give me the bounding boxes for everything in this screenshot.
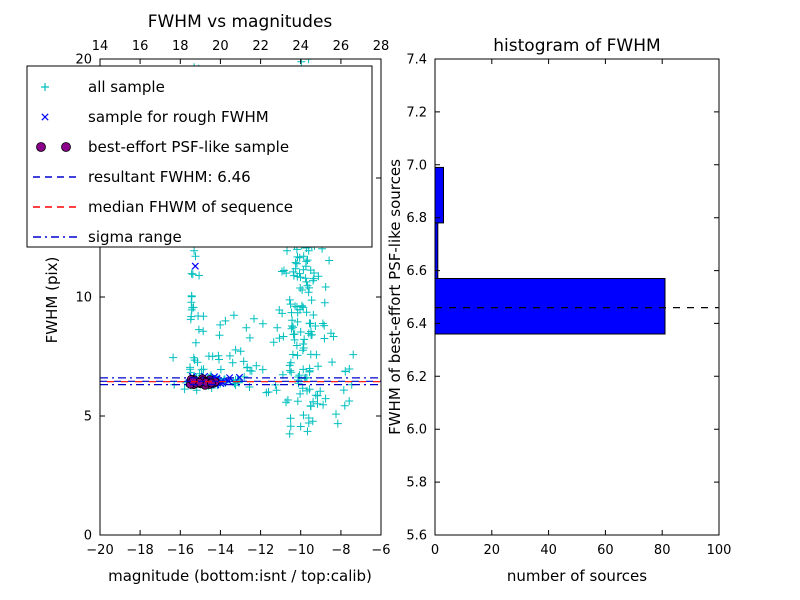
left-top-xtick-label: 28 [373,39,390,54]
legend-x-marker-icon [41,113,49,121]
left-top-xtick-label: 14 [92,39,109,54]
left-ytick-label: 5 [84,410,92,425]
left-xtick-label: −6 [371,543,390,558]
histogram-bar [434,166,444,224]
right-ytick-label: 5.6 [406,529,427,544]
legend-entry-label: sigma range [88,228,182,246]
right-plot-title: histogram of FWHM [493,36,660,56]
left-top-xtick-label: 20 [212,39,229,54]
right-plot-xlabel: number of sources [507,567,647,585]
left-plot-title: FWHM vs magnitudes [148,12,333,32]
left-xtick-label: −20 [86,543,113,558]
left-ytick-label: 20 [75,53,92,68]
right-ytick-label: 6.4 [406,317,427,332]
legend-entry-label: best-effort PSF-like sample [88,138,289,156]
legend-circle-marker-icon [36,142,46,152]
left-top-xtick-label: 16 [132,39,149,54]
right-ytick-label: 6.2 [406,370,427,385]
left-ytick-label: 0 [84,529,92,544]
right-ytick-label: 5.8 [406,476,427,491]
legend-entry-label: sample for rough FWHM [88,108,269,126]
legend-box [26,65,373,248]
right-xtick-label: 100 [707,543,732,558]
left-top-xtick-label: 26 [333,39,350,54]
left-plot-ylabel: FWHM (pix) [43,257,61,344]
right-plot-ylabel: FWHM of best-effort PSF-like sources [386,159,404,435]
right-xtick-label: 60 [597,543,614,558]
left-xtick-label: −14 [207,543,234,558]
right-xtick-label: 40 [540,543,557,558]
left-top-xtick-label: 24 [292,39,309,54]
right-xtick-label: 20 [484,543,501,558]
left-xtick-label: −16 [167,543,194,558]
legend-entry-label: resultant FWHM: 6.46 [88,168,251,186]
left-plot-xlabel: magnitude (bottom:isnt / top:calib) [108,567,372,585]
legend-circle-marker-icon [61,142,71,152]
left-plot-fwhm-vs-magnitudes: −20 −18 −16 −14 −12 −10 −8 −6 14 16 18 20 22 24 26 28 0 5… [26,39,391,558]
left-tick-marks [99,58,382,536]
sample-for-rough-fwhm-points [185,262,244,389]
legend-plus-marker-icon [41,83,49,91]
right-axes-frame [434,58,720,536]
left-xtick-label: −12 [247,543,274,558]
right-xtick-label: 0 [431,543,439,558]
left-ytick-label: 10 [75,291,92,306]
histogram-bar [434,278,666,335]
right-ytick-label: 6.0 [406,423,427,438]
legend-entry-label: all sample [88,78,165,96]
left-top-xtick-label: 22 [252,39,269,54]
right-xtick-label: 80 [654,543,671,558]
left-xtick-label: −18 [126,543,153,558]
right-plot-fwhm-histogram: 0 20 40 60 80 100 5.6 5.8 6.0 6.2 6.4 6.6 6.8 7.0 7.2 7… [406,53,731,559]
right-tick-marks [434,58,720,536]
right-ytick-label: 7.2 [406,105,427,120]
left-xtick-label: −10 [287,543,314,558]
left-top-xtick-label: 18 [172,39,189,54]
left-xtick-label: −8 [331,543,350,558]
right-ytick-label: 6.8 [406,211,427,226]
right-ytick-label: 7.0 [406,158,427,173]
right-ytick-label: 6.6 [406,264,427,279]
legend-entry-label: median FHWM of sequence [88,198,293,216]
right-ytick-label: 7.4 [406,53,427,68]
